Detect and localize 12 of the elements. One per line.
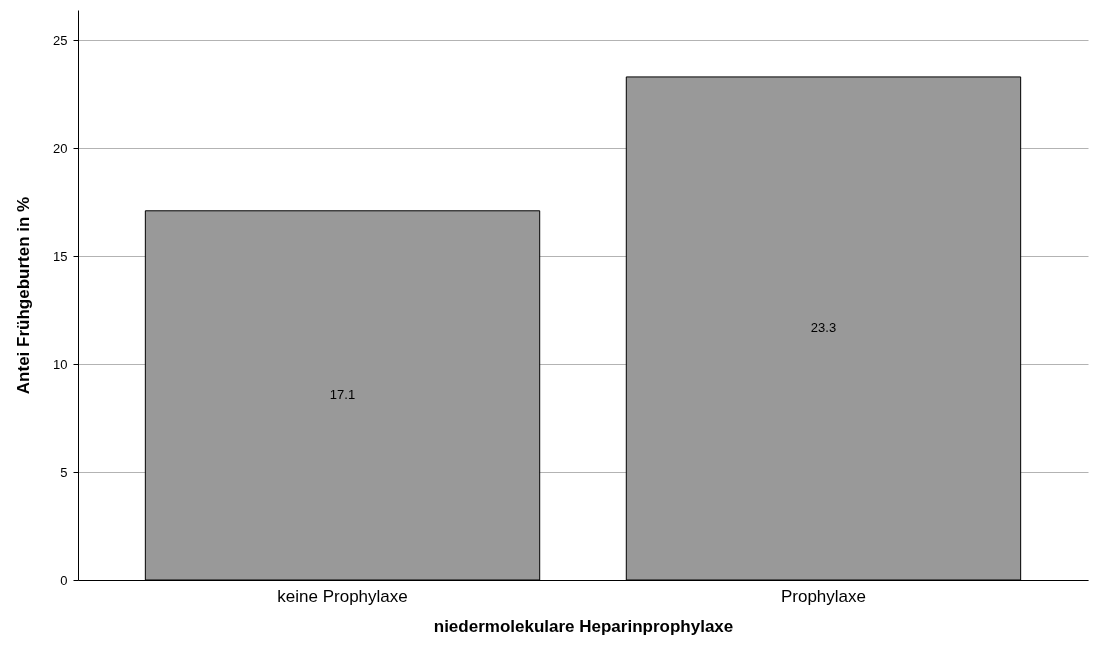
y-tick-label: 5 xyxy=(60,464,68,480)
data-label: 23.3 xyxy=(810,320,837,336)
y-tick-label: 15 xyxy=(53,248,68,264)
x-tick-label: Prophylaxe xyxy=(780,586,867,606)
x-axis-title: niedermolekulare Heparinprophylaxe xyxy=(433,616,734,636)
y-tick-label: 0 xyxy=(60,572,68,588)
y-tick-label: 10 xyxy=(53,356,68,372)
y-tick-label: 20 xyxy=(53,140,68,156)
data-label: 17.1 xyxy=(329,387,356,403)
y-tick-label: 25 xyxy=(53,32,68,48)
y-axis-title: Antei Frühgeburten in % xyxy=(14,196,34,395)
x-tick-label: keine Prophylaxe xyxy=(277,586,408,606)
